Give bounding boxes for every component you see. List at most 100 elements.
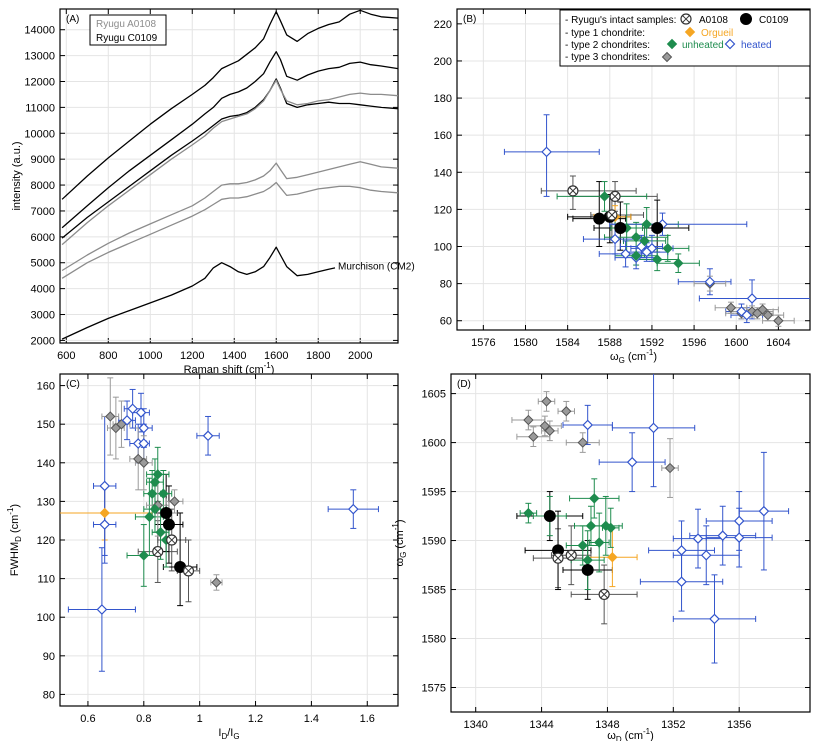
series-line <box>61 161 399 272</box>
x-tick-label: 1580 <box>513 337 537 349</box>
data-point-c0109 <box>160 506 173 519</box>
x-tick-label: 1 <box>197 713 203 725</box>
y-tick-label: 12000 <box>24 76 55 88</box>
x-tick-label: 1340 <box>463 719 487 731</box>
y-axis-label: intensity (a.u.) <box>11 141 23 210</box>
y-tick-label: 80 <box>43 689 55 701</box>
data-point-cross <box>154 547 162 556</box>
data-point-c0109 <box>614 221 627 234</box>
data-point-diamond <box>641 219 652 230</box>
legend-entry-c0109: C0109 <box>759 15 789 26</box>
y-tick-label: 100 <box>434 242 452 254</box>
data-point-diamond <box>673 257 684 269</box>
data-point-open-diamond <box>121 414 133 426</box>
series-line <box>61 246 336 340</box>
legend-label-type3: - type 3 chondrites: <box>565 52 650 63</box>
data-point-diamond <box>105 411 116 422</box>
y-tick-label: 1595 <box>422 487 446 499</box>
x-tick-label: 1.2 <box>248 713 263 725</box>
data-point-open-diamond <box>582 419 594 431</box>
y-tick-label: 130 <box>37 496 55 508</box>
panel-a-spectra: 600 800 1000 1200 1400 1600 1800 2000 2000 3000 40… <box>11 8 415 376</box>
panel-letter: (A) <box>66 14 79 25</box>
x-tick-label: 1356 <box>727 719 751 731</box>
y-tick-label: 10000 <box>24 128 55 140</box>
y-tick-label: 160 <box>37 381 55 393</box>
x-tick-label: 1344 <box>529 719 553 731</box>
x-axis-label-text: I <box>218 727 221 739</box>
x-tick-label: 1000 <box>138 350 162 362</box>
data-point-open-diamond <box>709 613 720 625</box>
x-axis-label-sub: G <box>619 356 625 365</box>
y-tick-label: 8000 <box>31 180 55 192</box>
data-point-diamond <box>577 437 588 448</box>
y-axis-label: ωG (cm-1) <box>391 519 408 566</box>
data-point-diamond <box>577 540 588 551</box>
y-tick-label: 1605 <box>422 389 446 401</box>
x-tick-label: 0.6 <box>80 713 95 725</box>
panel-letter: (C) <box>66 379 80 390</box>
y-axis-label-mid: (cm <box>394 530 406 551</box>
legend-label-ryugu: - Ryugu's intact samples: <box>565 15 676 26</box>
data-point-cross <box>608 211 616 219</box>
data-point-open-diamond <box>741 309 753 321</box>
x-tick-label: 1600 <box>724 337 748 349</box>
y-tick-label: 1580 <box>422 634 446 646</box>
data-point-diamond <box>158 488 169 499</box>
data-point-diamond <box>594 537 605 548</box>
x-axis-label-text: ω <box>610 351 619 363</box>
y-tick-label: 5000 <box>31 258 55 270</box>
data-point-diamond <box>146 488 158 499</box>
data-point-open-diamond <box>700 549 712 561</box>
legend-entry-a0108: Ryugu A0108 <box>96 19 156 30</box>
data-point-diamond <box>589 493 600 504</box>
plot-frame <box>59 373 399 707</box>
legend-entry-c0109: Ryugu C0109 <box>96 33 158 44</box>
data-point-cross <box>567 551 575 559</box>
data-point-diamond <box>684 26 696 38</box>
y-tick-label: 160 <box>434 130 452 142</box>
y-tick-label: 120 <box>37 535 55 547</box>
data-point-open-diamond <box>609 233 621 245</box>
y-tick-label: 11000 <box>25 102 55 114</box>
data-point-c0109 <box>593 212 606 225</box>
data-point-diamond <box>607 551 618 563</box>
legend-entry-a0108: A0108 <box>699 15 728 26</box>
x-tick-label: 1400 <box>222 350 246 362</box>
y-tick-label: 110 <box>37 574 55 586</box>
data-point-open-diamond <box>724 38 736 50</box>
x-tick-label: 1.4 <box>304 713 319 725</box>
y-tick-label: 140 <box>37 458 55 470</box>
data-point-diamond <box>762 309 774 321</box>
x-axis-label-sub: D <box>616 735 622 741</box>
x-tick-label: 1.6 <box>360 713 375 725</box>
y-tick-label: 120 <box>434 204 452 216</box>
legend-entry-orgueil: Orgueil <box>701 28 733 39</box>
x-axis-label-mid: (cm <box>625 351 646 363</box>
data-point-cross <box>569 187 577 195</box>
x-tick-label: 1592 <box>640 337 664 349</box>
y-tick-label: 1585 <box>422 585 446 597</box>
x-axis-label-end: ) <box>650 730 654 741</box>
plot-area <box>451 374 810 712</box>
legend-b: - Ryugu's intact samples: A0108 C0109 - typ… <box>559 9 811 67</box>
data-point-open-diamond <box>541 146 552 158</box>
x-axis-label: ωD (cm-1) <box>607 727 654 741</box>
y-tick-label: 90 <box>43 651 55 663</box>
data-point-c0109 <box>581 563 594 576</box>
x-tick-label: 1596 <box>682 337 706 349</box>
y-axis-label-end: ) <box>9 504 21 508</box>
y-tick-label: 3000 <box>31 310 55 322</box>
legend-entry-heated: heated <box>741 40 772 51</box>
y-axis-label: FWHMD (cm-1) <box>6 504 23 576</box>
data-point-open-diamond <box>626 456 638 468</box>
legend-entry-unheated: unheated <box>682 40 724 51</box>
data-point-diamond <box>661 51 673 63</box>
data-point-c0109 <box>162 518 175 531</box>
data-point-diamond <box>528 431 539 442</box>
data-point-open-diamond <box>641 246 653 258</box>
x-axis-label-sup: -1 <box>264 361 272 370</box>
data-point-diamond <box>144 511 155 523</box>
y-tick-label: 100 <box>37 612 55 624</box>
